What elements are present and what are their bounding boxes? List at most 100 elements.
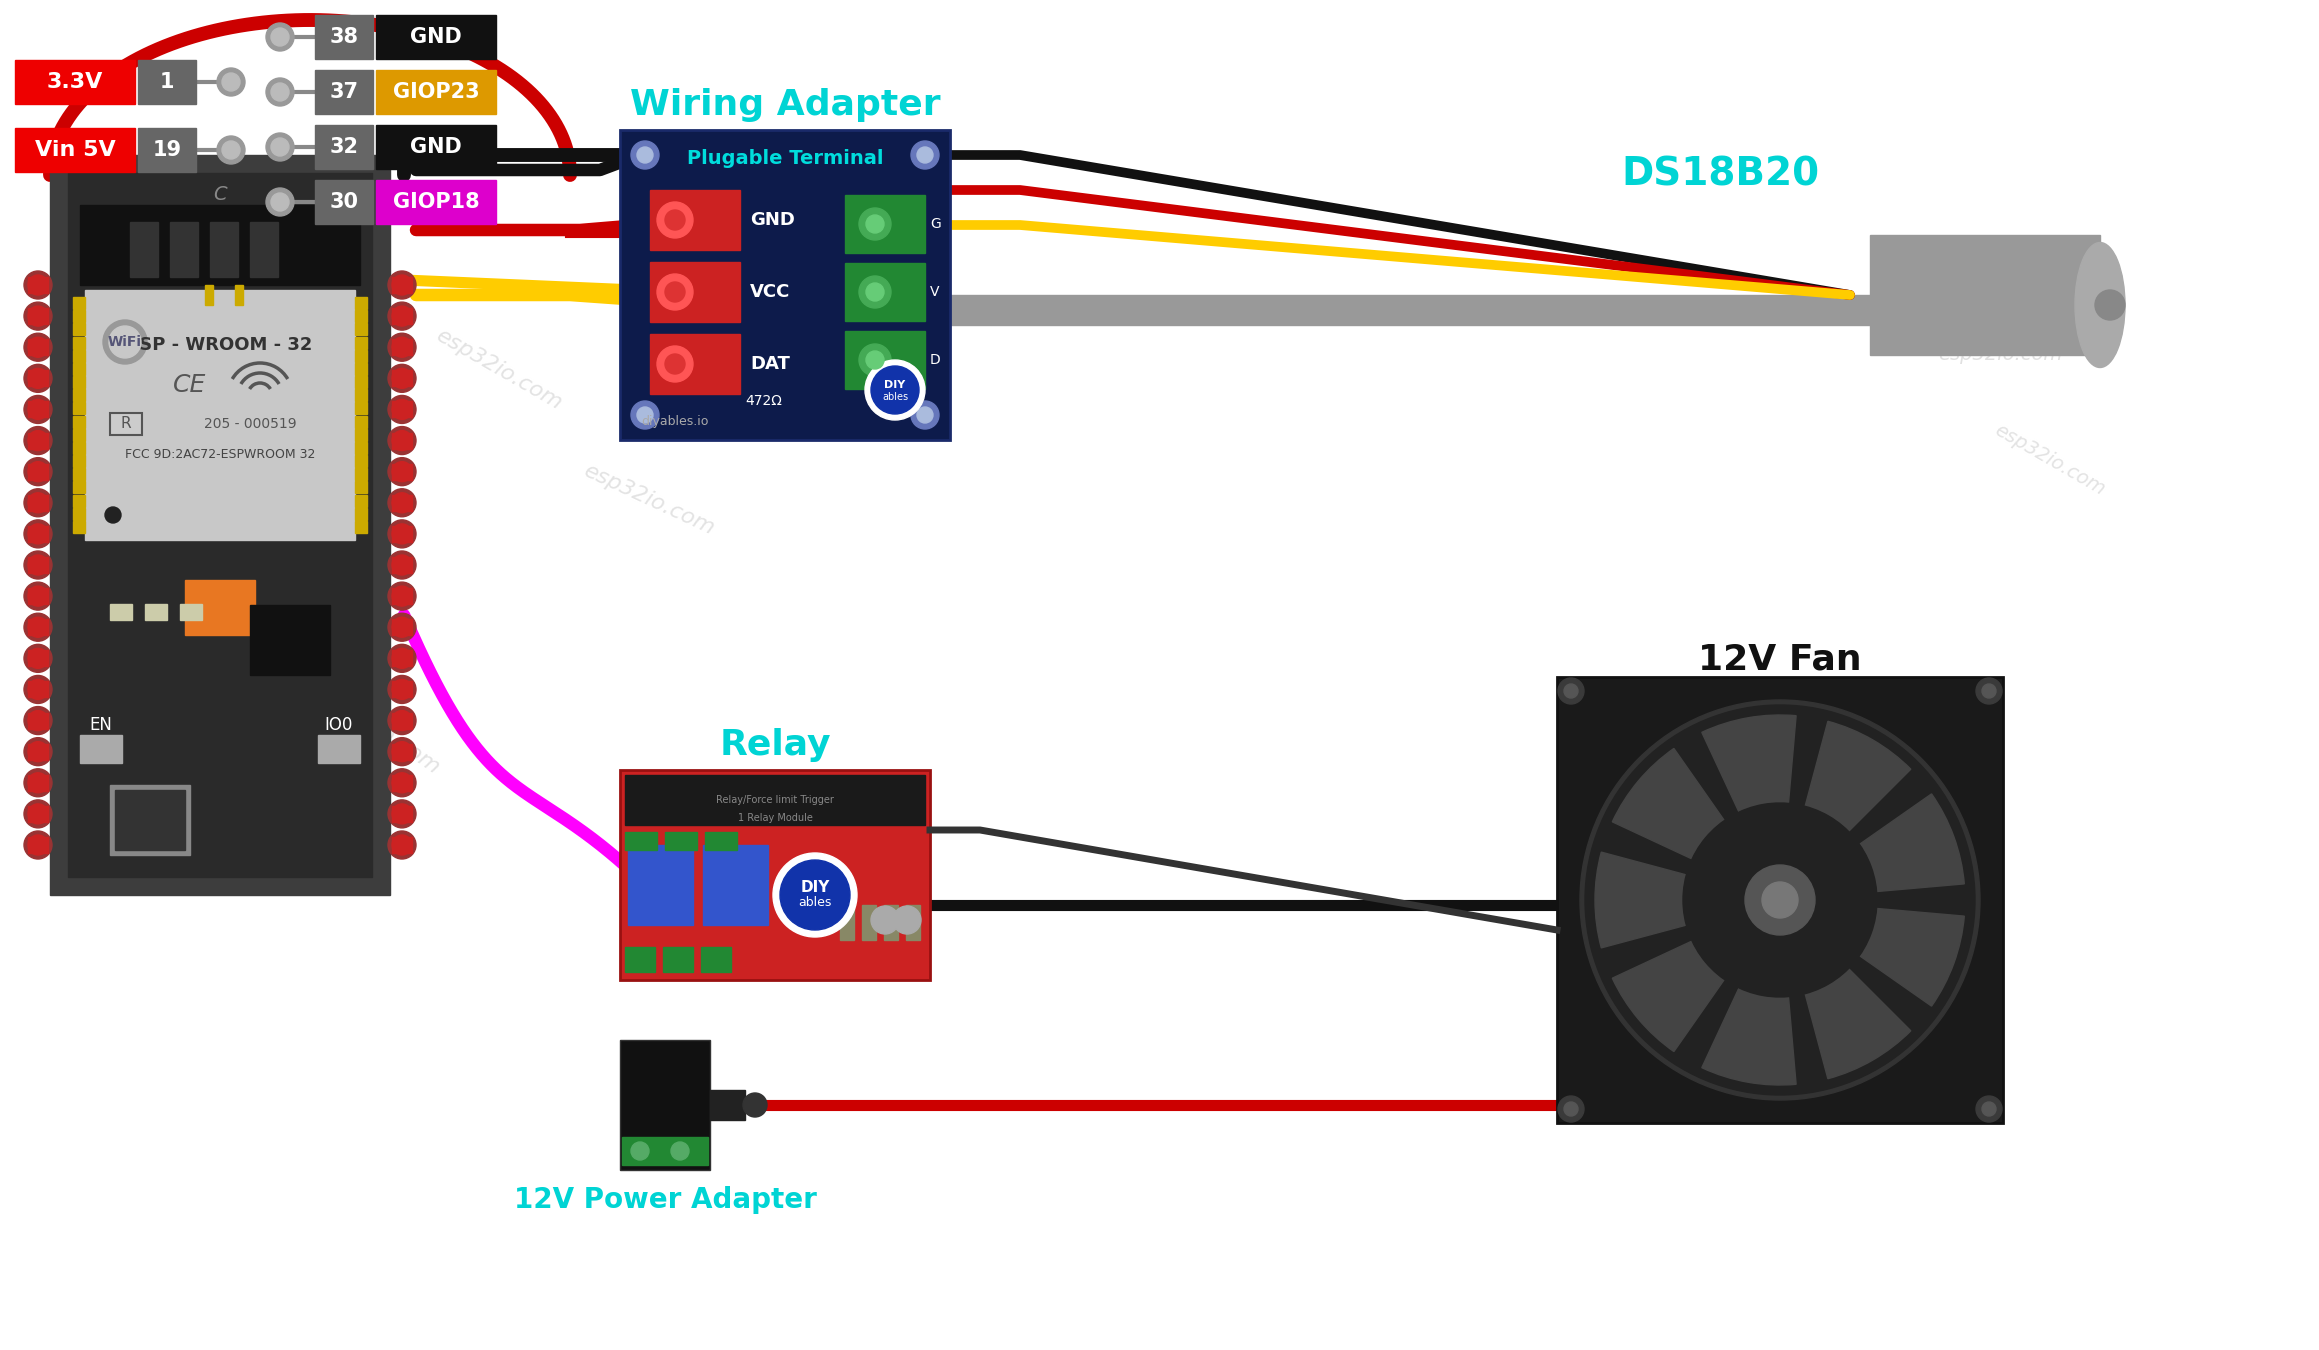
Circle shape: [1584, 705, 1976, 1095]
Circle shape: [666, 211, 684, 230]
Circle shape: [109, 325, 141, 358]
Bar: [355, 429, 366, 440]
Text: DIY: DIY: [884, 379, 907, 390]
Bar: [72, 336, 86, 348]
Circle shape: [23, 832, 51, 859]
Bar: [355, 508, 366, 520]
Bar: [392, 682, 413, 698]
Circle shape: [387, 427, 415, 455]
Circle shape: [865, 360, 925, 420]
Text: 472Ω: 472Ω: [744, 394, 782, 408]
Bar: [355, 350, 366, 362]
Text: FCC 9D:2AC72-ESPWROOM 32: FCC 9D:2AC72-ESPWROOM 32: [125, 448, 315, 462]
Circle shape: [392, 555, 413, 575]
Bar: [907, 904, 921, 940]
Circle shape: [387, 302, 415, 331]
Circle shape: [28, 431, 49, 451]
Text: Relay/Force limit Trigger: Relay/Force limit Trigger: [717, 795, 835, 805]
Bar: [72, 416, 86, 428]
Circle shape: [271, 82, 290, 101]
Bar: [116, 790, 186, 850]
Bar: [355, 416, 366, 428]
Circle shape: [392, 803, 413, 824]
Bar: [67, 173, 371, 878]
Circle shape: [916, 406, 932, 423]
Text: 1 Relay Module: 1 Relay Module: [737, 813, 812, 823]
Bar: [28, 432, 49, 448]
Circle shape: [911, 401, 939, 429]
Bar: [619, 769, 930, 980]
Bar: [181, 603, 202, 620]
Wedge shape: [1781, 805, 1855, 900]
Circle shape: [387, 768, 415, 796]
Bar: [355, 377, 366, 387]
Text: 12V Fan: 12V Fan: [1698, 643, 1862, 676]
Bar: [392, 308, 413, 324]
Bar: [1869, 235, 2101, 355]
Bar: [619, 1040, 710, 1170]
Text: 32: 32: [329, 136, 359, 157]
Text: 19: 19: [153, 140, 181, 161]
Bar: [649, 262, 740, 323]
Bar: [392, 589, 413, 603]
Bar: [392, 370, 413, 386]
Circle shape: [28, 462, 49, 482]
Bar: [355, 310, 366, 323]
Bar: [355, 402, 366, 414]
Bar: [626, 775, 925, 825]
Text: 37: 37: [329, 82, 359, 103]
Circle shape: [858, 275, 890, 308]
Circle shape: [392, 400, 413, 420]
Circle shape: [1976, 1096, 2001, 1122]
Circle shape: [1983, 1102, 1997, 1116]
Bar: [392, 277, 413, 293]
Bar: [355, 494, 366, 506]
Circle shape: [218, 136, 246, 163]
Circle shape: [104, 508, 121, 522]
Wedge shape: [1684, 867, 1781, 933]
Circle shape: [865, 351, 884, 369]
Bar: [28, 806, 49, 822]
Bar: [649, 190, 740, 250]
Text: G: G: [930, 217, 942, 231]
Bar: [72, 324, 86, 335]
Text: 30: 30: [329, 192, 359, 212]
Wedge shape: [1702, 900, 1797, 1085]
Bar: [666, 832, 698, 850]
Bar: [355, 468, 366, 481]
Bar: [130, 221, 158, 277]
Bar: [392, 463, 413, 479]
Text: VCC: VCC: [749, 284, 791, 301]
Bar: [318, 734, 359, 763]
Text: esp32io.com: esp32io.com: [315, 680, 443, 779]
Wedge shape: [1781, 900, 1964, 1006]
Bar: [250, 605, 329, 675]
Circle shape: [656, 346, 693, 382]
Bar: [392, 432, 413, 448]
Circle shape: [223, 73, 239, 90]
Bar: [139, 59, 197, 104]
Bar: [28, 651, 49, 667]
Bar: [211, 221, 239, 277]
Bar: [355, 336, 366, 348]
Circle shape: [271, 138, 290, 157]
Text: 205 - 000519: 205 - 000519: [204, 417, 297, 431]
Bar: [109, 413, 141, 435]
Circle shape: [1563, 684, 1577, 698]
Circle shape: [28, 400, 49, 420]
Bar: [315, 70, 373, 113]
Bar: [355, 521, 366, 533]
Bar: [1556, 676, 2004, 1123]
Circle shape: [28, 524, 49, 544]
Wedge shape: [1612, 748, 1781, 900]
Wedge shape: [1732, 803, 1797, 900]
Text: ESP - WROOM - 32: ESP - WROOM - 32: [128, 336, 313, 354]
Bar: [376, 180, 496, 224]
Text: GND: GND: [410, 136, 461, 157]
Bar: [72, 521, 86, 533]
Circle shape: [28, 338, 49, 358]
Circle shape: [387, 396, 415, 424]
Wedge shape: [1781, 900, 1876, 963]
Bar: [79, 205, 359, 285]
Circle shape: [631, 401, 659, 429]
